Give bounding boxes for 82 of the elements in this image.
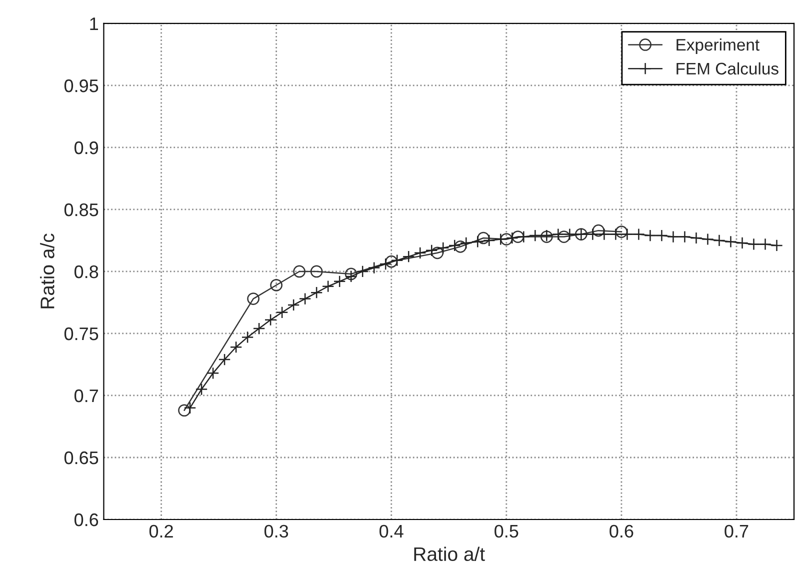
point — [310, 265, 323, 278]
point — [610, 228, 622, 240]
point — [310, 286, 323, 299]
point — [736, 236, 748, 250]
point — [436, 242, 450, 254]
point — [702, 233, 714, 246]
point — [322, 280, 334, 293]
point — [598, 228, 610, 240]
legend-label: FEM Calculus — [676, 62, 778, 75]
point — [247, 292, 260, 305]
point — [344, 270, 358, 283]
point — [552, 228, 564, 240]
point — [592, 224, 605, 237]
point — [563, 228, 576, 240]
point — [471, 236, 484, 248]
y-tick-label: 0.6 — [74, 513, 98, 526]
point — [512, 230, 524, 243]
point — [184, 402, 196, 414]
point — [425, 244, 438, 257]
point — [621, 228, 634, 240]
point — [615, 226, 628, 238]
x-tick-label: 0.3 — [264, 524, 288, 538]
point — [724, 236, 737, 248]
point — [500, 233, 513, 246]
point — [506, 232, 518, 244]
y-tick-label: 0.75 — [64, 327, 98, 340]
point — [178, 404, 190, 417]
y-axis-title: Ratio a/c — [40, 234, 54, 308]
point — [385, 255, 398, 268]
point — [390, 254, 404, 267]
point — [298, 292, 312, 305]
point — [632, 228, 645, 240]
point — [759, 238, 772, 250]
y-tick-label: 0.85 — [64, 203, 98, 216]
point — [460, 236, 472, 250]
point — [195, 383, 208, 396]
point — [431, 246, 444, 260]
point — [379, 258, 392, 270]
x-tick-label: 0.2 — [149, 524, 173, 538]
x-axis-title: Ratio a/t — [414, 546, 485, 562]
point — [414, 246, 426, 260]
point — [477, 232, 490, 244]
point — [218, 353, 231, 366]
y-tick-label: 0.95 — [64, 79, 98, 92]
point — [276, 306, 288, 319]
point — [356, 265, 369, 278]
point — [748, 238, 760, 250]
point — [558, 230, 570, 243]
point — [241, 331, 254, 344]
y-tick-label: 0.65 — [64, 451, 98, 464]
x-tick-label: 0.5 — [494, 524, 518, 538]
x-tick-label: 0.6 — [610, 524, 634, 538]
point — [287, 298, 300, 312]
y-tick-label: 0.7 — [74, 389, 98, 402]
point — [402, 250, 415, 263]
point — [264, 314, 277, 326]
point — [690, 232, 702, 244]
point — [482, 234, 496, 247]
point — [230, 340, 242, 354]
legend-label: Experiment — [676, 38, 760, 54]
point — [293, 265, 306, 278]
point — [368, 262, 380, 274]
point — [656, 229, 668, 242]
y-tick-label: 0.9 — [74, 141, 98, 154]
y-tick-label: 0.8 — [74, 265, 98, 278]
x-tick-label: 0.4 — [380, 524, 404, 538]
point — [678, 230, 691, 243]
point — [448, 239, 461, 252]
point — [713, 234, 726, 247]
x-tick-label: 0.7 — [724, 524, 748, 538]
point — [252, 322, 266, 335]
point — [667, 230, 680, 243]
point — [333, 275, 346, 288]
y-tick-label: 1 — [90, 18, 98, 30]
point — [454, 240, 467, 253]
point — [586, 228, 599, 240]
point — [644, 229, 656, 242]
point — [206, 366, 220, 380]
point — [528, 229, 542, 242]
point — [770, 239, 783, 252]
point — [270, 278, 282, 292]
point — [344, 268, 358, 280]
